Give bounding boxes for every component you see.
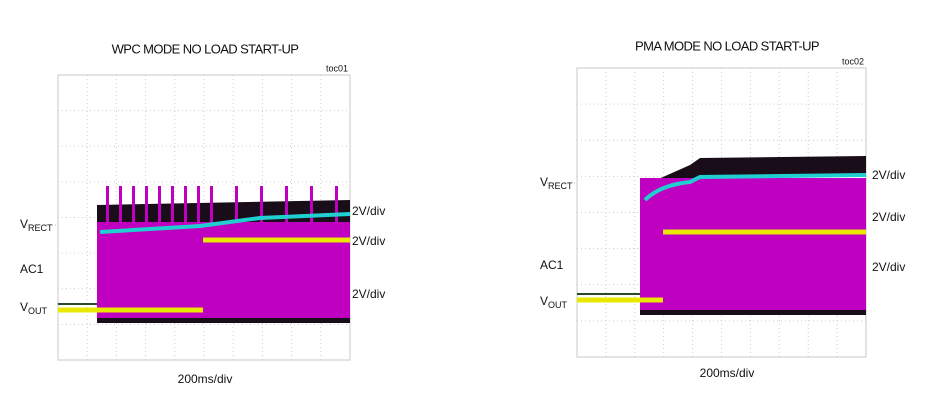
label-main: V xyxy=(20,300,28,314)
label-main: V xyxy=(20,217,28,231)
scale-label: 2V/div xyxy=(872,260,905,274)
channel-label: VRECT xyxy=(20,217,53,233)
ac1-noise xyxy=(97,318,350,323)
channel-label: AC1 xyxy=(540,258,564,272)
label-main: V xyxy=(540,175,548,189)
spike xyxy=(184,186,187,226)
label-sub: RECT xyxy=(548,181,573,191)
spike xyxy=(171,186,174,226)
spike xyxy=(235,186,238,226)
panel-title: WPC MODE NO LOAD START-UP xyxy=(112,41,299,56)
vrect-noise xyxy=(645,156,866,185)
label-main: AC1 xyxy=(540,258,564,272)
spike xyxy=(106,186,109,226)
spike xyxy=(210,186,213,226)
channel-label: VOUT xyxy=(540,294,568,310)
spike xyxy=(119,186,122,226)
spike xyxy=(310,186,313,226)
channel-label: AC1 xyxy=(20,262,44,276)
panel-tag: toc01 xyxy=(326,63,348,73)
scale-label: 2V/div xyxy=(352,287,385,301)
vrect-trace xyxy=(99,212,351,234)
ac1-trace xyxy=(97,222,350,318)
ac1-noise xyxy=(640,310,866,315)
channel-label: VRECT xyxy=(540,175,573,191)
spike xyxy=(260,186,263,226)
panel-title: PMA MODE NO LOAD START-UP xyxy=(635,38,819,53)
spike xyxy=(158,186,161,226)
spike xyxy=(132,186,135,226)
scope-panel: WPC MODE NO LOAD START-UPtoc01VRECTAC1VO… xyxy=(20,41,385,386)
ac1-trace xyxy=(640,178,866,310)
spike xyxy=(197,186,200,226)
label-sub: OUT xyxy=(548,300,568,310)
scope-panel: PMA MODE NO LOAD START-UPtoc02VRECTAC1VO… xyxy=(540,38,905,380)
x-scale-label: 200ms/div xyxy=(700,366,755,380)
scale-label: 2V/div xyxy=(872,210,905,224)
channel-label: VOUT xyxy=(20,300,48,316)
scale-label: 2V/div xyxy=(352,204,385,218)
label-sub: OUT xyxy=(28,306,48,316)
label-main: V xyxy=(540,294,548,308)
panel-tag: toc02 xyxy=(842,56,864,66)
vrect-trace xyxy=(643,173,867,202)
spike xyxy=(145,186,148,226)
spike xyxy=(285,186,288,226)
spike xyxy=(335,186,338,226)
scale-label: 2V/div xyxy=(352,234,385,248)
label-main: AC1 xyxy=(20,262,44,276)
x-scale-label: 200ms/div xyxy=(178,372,233,386)
scale-label: 2V/div xyxy=(872,168,905,182)
label-sub: RECT xyxy=(28,223,53,233)
